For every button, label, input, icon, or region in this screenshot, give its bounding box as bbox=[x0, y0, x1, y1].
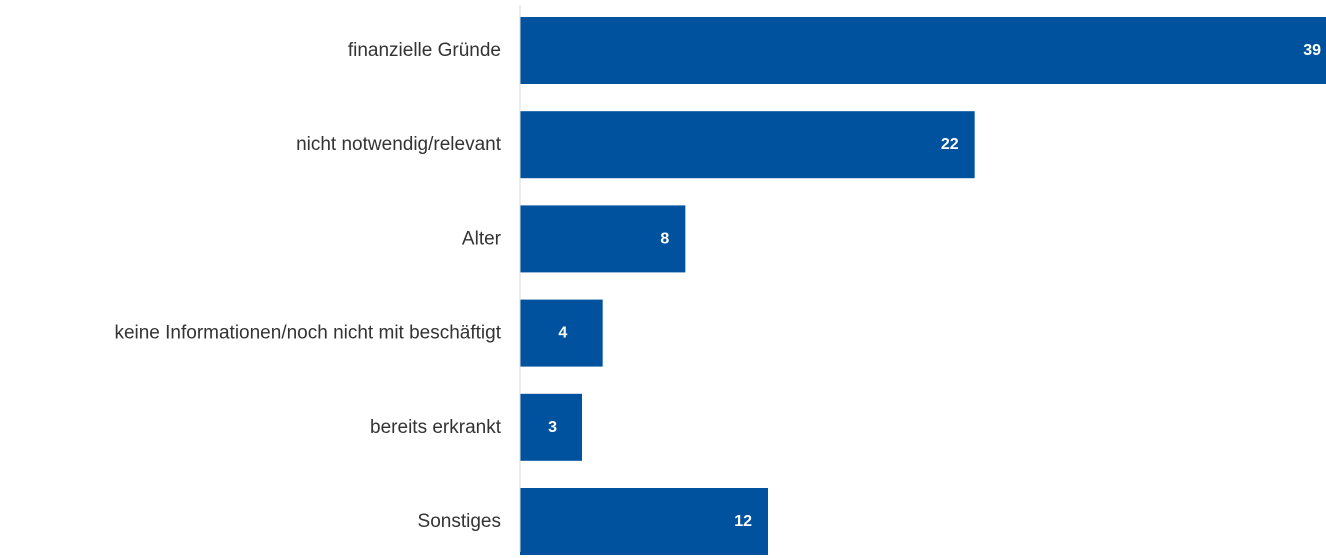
bar bbox=[520, 111, 975, 179]
category-labels: finanzielle Gründe nicht notwendig/releva… bbox=[114, 40, 501, 532]
category-label: nicht notwendig/relevant bbox=[296, 134, 502, 155]
category-label: bereits erkrankt bbox=[370, 417, 502, 438]
data-label: 3 bbox=[548, 419, 557, 436]
data-label: 39 bbox=[1303, 42, 1321, 59]
data-label: 12 bbox=[734, 513, 752, 530]
bar bbox=[520, 393, 582, 461]
bar bbox=[520, 488, 768, 555]
category-label: finanzielle Gründe bbox=[348, 40, 501, 61]
category-label: Sonstiges bbox=[418, 511, 501, 532]
bars-group bbox=[520, 17, 1326, 555]
bar bbox=[520, 299, 603, 367]
data-label: 22 bbox=[941, 136, 959, 153]
category-label: keine Informationen/noch nicht mit besch… bbox=[114, 323, 501, 344]
bar bbox=[520, 205, 686, 273]
category-label: Alter bbox=[462, 228, 502, 249]
bar bbox=[520, 17, 1326, 84]
data-label: 8 bbox=[660, 230, 669, 247]
data-label: 4 bbox=[558, 325, 567, 342]
data-labels: 39 22 8 4 3 12 bbox=[548, 42, 1321, 530]
